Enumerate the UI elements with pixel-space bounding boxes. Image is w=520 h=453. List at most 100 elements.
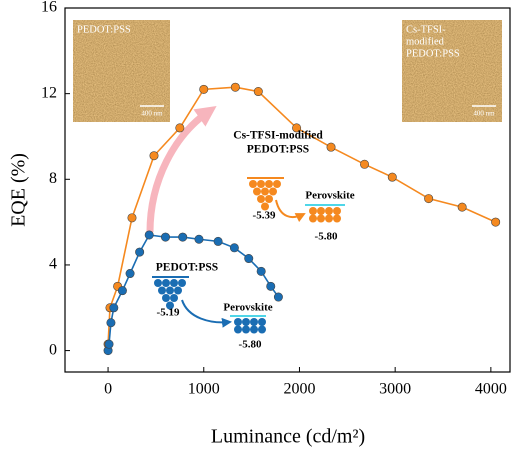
data-point (175, 123, 185, 133)
ball (258, 318, 266, 326)
afm-image (402, 20, 502, 122)
y-tick-label: 0 (49, 341, 57, 358)
diagram-label: Cs-TFSI-modified (233, 130, 323, 142)
data-point (457, 202, 467, 212)
ball (265, 180, 273, 188)
transfer-arrow (181, 299, 232, 328)
data-point (292, 123, 302, 133)
ball (250, 325, 258, 334)
ball (154, 279, 162, 287)
data-point (178, 232, 188, 242)
inset-label: PEDOT:PSS (77, 24, 131, 35)
ball (273, 180, 281, 188)
scale-label: 400 nm (141, 110, 163, 118)
target-level-value: -5.80 (315, 231, 338, 243)
ball (170, 294, 178, 302)
target-level-value: -5.80 (239, 339, 262, 351)
data-point (273, 292, 283, 302)
x-tick-label: 0 (104, 381, 112, 398)
data-point (194, 234, 204, 244)
enhancement-arrow (146, 105, 217, 233)
ball (178, 279, 186, 287)
y-axis-label: EQE (%) (8, 153, 30, 227)
ball (242, 325, 250, 334)
data-point (117, 286, 127, 296)
inset-label: Cs-TFSI- (406, 24, 446, 35)
x-axis-label: Luminance (cd/m²) (211, 426, 365, 448)
x-tick-label: 1000 (188, 381, 220, 398)
ball (234, 318, 242, 326)
data-point (253, 87, 263, 97)
data-point (160, 232, 170, 242)
ball (333, 207, 341, 215)
ball (265, 195, 273, 203)
level-value: -5.39 (253, 210, 276, 222)
ball (249, 180, 257, 188)
ball (162, 279, 170, 287)
data-point (256, 266, 266, 276)
ball (170, 279, 178, 287)
ball (269, 187, 277, 196)
ball (309, 207, 317, 215)
data-point (229, 243, 239, 253)
data-point (135, 247, 145, 257)
data-point (125, 269, 135, 279)
data-point (213, 236, 223, 246)
plot-frame (64, 7, 511, 373)
ball (309, 214, 317, 223)
data-point (266, 281, 276, 291)
ball (261, 202, 269, 211)
data-point (127, 213, 137, 223)
ball (166, 301, 174, 310)
y-tick-label: 8 (49, 170, 57, 187)
ball (258, 325, 266, 334)
data-point (199, 84, 209, 94)
target-label: Perovskite (305, 190, 354, 202)
ball (253, 187, 261, 196)
x-tick-label: 3000 (379, 381, 411, 398)
inset-label: modified (406, 36, 445, 47)
ball (261, 187, 269, 196)
data-point (109, 303, 119, 313)
data-point (230, 82, 240, 92)
ball (234, 325, 242, 334)
target-label: Perovskite (223, 302, 272, 314)
y-tick-label: 4 (49, 256, 57, 273)
ball (257, 195, 265, 203)
series-line (107, 86, 496, 345)
afm-image (73, 20, 170, 122)
ball (158, 286, 166, 295)
data-point (244, 254, 254, 264)
data-point (491, 217, 501, 227)
x-tick-label: 4000 (475, 381, 507, 398)
ball (166, 286, 174, 295)
ball (317, 207, 325, 215)
data-point (104, 339, 114, 349)
data-point (149, 151, 159, 161)
x-tick-label: 2000 (283, 381, 315, 398)
scale-label: 400 nm (473, 110, 495, 118)
ball (242, 318, 250, 326)
ball (162, 294, 170, 302)
diagram-label: PEDOT:PSS (156, 262, 218, 274)
ball (325, 214, 333, 223)
data-point (424, 194, 434, 204)
ball (325, 207, 333, 215)
data-point (144, 230, 154, 240)
ball (250, 318, 258, 326)
ball (317, 214, 325, 223)
data-point (387, 172, 397, 182)
diagram-label: PEDOT:PSS (247, 144, 309, 156)
inset-label: PEDOT:PSS (406, 48, 460, 59)
transfer-arrow (275, 199, 306, 223)
ball (257, 180, 265, 188)
y-tick-label: 12 (41, 84, 57, 101)
ball (174, 286, 182, 295)
data-point (360, 159, 370, 169)
data-point (326, 142, 336, 152)
y-tick-label: 16 (41, 0, 57, 16)
ball (333, 214, 341, 223)
data-point (106, 318, 116, 328)
